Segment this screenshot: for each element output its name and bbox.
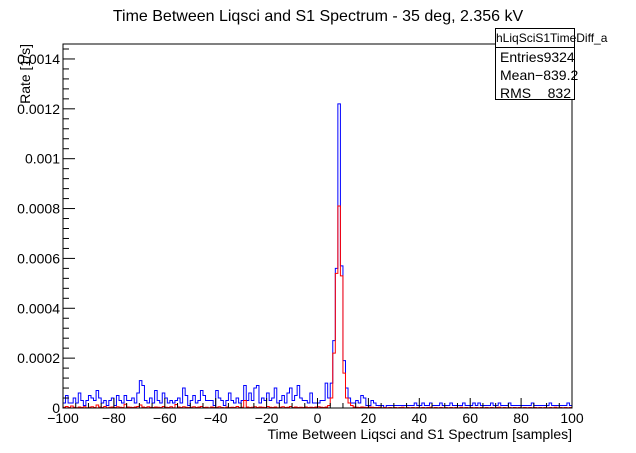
x-tick-label: −40 xyxy=(204,410,228,426)
x-tick-label: 60 xyxy=(462,410,478,426)
histogram-series-1 xyxy=(62,205,573,409)
stats-label: Mean xyxy=(500,67,536,83)
stats-row-entries: Entries 9324 xyxy=(496,48,575,66)
x-tick-label: 0 xyxy=(314,410,322,426)
stats-box-name: hLiqSciS1TimeDiff_a xyxy=(496,29,607,48)
x-tick-label: 40 xyxy=(412,410,428,426)
x-tick-label: −60 xyxy=(153,410,177,426)
y-axis-ticks: 0 0.0002 0.0004 0.0006 0.0008 0.001 0.0012 0.00… xyxy=(17,48,75,416)
y-tick-label: 0.0008 xyxy=(17,201,60,217)
y-tick-label: 0.0004 xyxy=(17,300,60,316)
y-tick-label: 0.0014 xyxy=(17,51,60,67)
stats-row-rms: RMS 832 xyxy=(496,84,574,102)
x-tick-label: 100 xyxy=(560,410,584,426)
series-layer xyxy=(62,103,573,409)
x-tick-label: −100 xyxy=(47,410,79,426)
histogram-series-0 xyxy=(62,103,573,409)
y-axis-label: Rate [1/s] xyxy=(17,44,33,104)
y-tick-label: 0 xyxy=(52,400,60,416)
stats-label: Entries xyxy=(500,49,544,65)
stats-label: RMS xyxy=(500,85,532,101)
x-axis-ticks: −100 −80 −60 −40 −20 0 20 40 60 80 100 xyxy=(47,398,584,426)
x-tick-label: −80 xyxy=(102,410,126,426)
stats-value: 9324 xyxy=(543,49,575,65)
y-tick-label: 0.001 xyxy=(25,151,60,167)
x-tick-label: 20 xyxy=(361,410,377,426)
y-tick-label: 0.0012 xyxy=(17,101,60,117)
chart-title: Time Between Liqsci and S1 Spectrum - 35… xyxy=(113,8,524,25)
stats-row-mean: Mean −839.2 xyxy=(496,66,578,84)
stats-value: 832 xyxy=(547,85,571,101)
stats-value: −839.2 xyxy=(535,67,579,83)
y-tick-label: 0.0006 xyxy=(17,250,60,266)
stats-box: hLiqSciS1TimeDiff_a Entries 9324 Mean −8… xyxy=(495,28,607,102)
x-tick-label: 80 xyxy=(513,410,529,426)
x-tick-label: −20 xyxy=(255,410,279,426)
x-axis-label: Time Between Liqsci and S1 Spectrum [sam… xyxy=(267,426,572,442)
y-tick-label: 0.0002 xyxy=(17,350,60,366)
